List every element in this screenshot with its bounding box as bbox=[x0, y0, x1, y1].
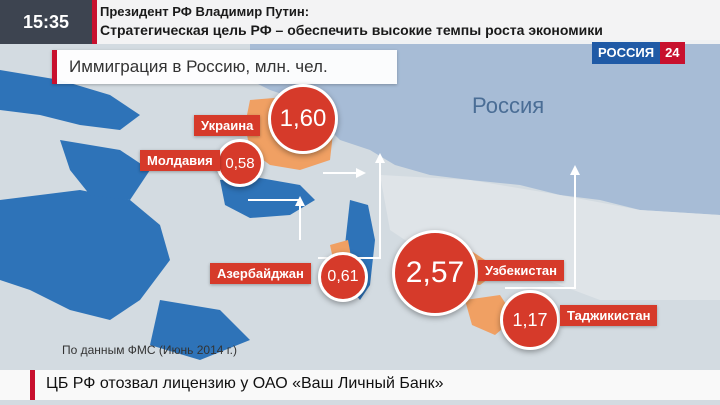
channel-logo: РОССИЯ 24 bbox=[592, 42, 685, 64]
channel-name: РОССИЯ bbox=[592, 42, 661, 64]
moldova-value: 0,58 bbox=[225, 154, 255, 172]
russia-map-label: Россия bbox=[472, 93, 545, 118]
tajikistan-value-bubble: 1,17 bbox=[500, 290, 560, 350]
ukraine-value: 1,60 bbox=[279, 105, 327, 132]
uzbekistan-value: 2,57 bbox=[405, 256, 465, 289]
ukraine-value-bubble: 1,60 bbox=[268, 84, 338, 154]
ukraine-label: Украина bbox=[194, 115, 261, 136]
infographic-title-box: Иммиграция в Россию, млн. чел. bbox=[52, 50, 397, 84]
azerbaijan-label: Азербайджан bbox=[210, 263, 311, 284]
azerbaijan-value: 0,61 bbox=[327, 268, 359, 285]
headline-quote: Стратегическая цель РФ – обеспечить высо… bbox=[100, 22, 603, 38]
tajikistan-label: Таджикистан bbox=[560, 305, 658, 326]
arrow-uzbekistan bbox=[505, 172, 576, 289]
black-sea bbox=[220, 178, 315, 218]
azerbaijan-value-bubble: 0,61 bbox=[318, 252, 368, 302]
headline-speaker: Президент РФ Владимир Путин: bbox=[100, 4, 310, 19]
infographic-title: Иммиграция в Россию, млн. чел. bbox=[69, 57, 328, 76]
ticker-text: ЦБ РФ отозвал лицензию у ОАО «Ваш Личный… bbox=[46, 375, 444, 392]
baltic-sea bbox=[0, 70, 140, 130]
data-source-note: По данным ФМС (Июнь 2014 г.) bbox=[62, 343, 237, 357]
uzbekistan-value-bubble: 2,57 bbox=[392, 230, 478, 316]
tajikistan-value: 1,17 bbox=[512, 309, 548, 330]
red-separator bbox=[92, 0, 97, 44]
channel-number: 24 bbox=[660, 42, 685, 64]
mediterranean-sea bbox=[0, 190, 170, 320]
ticker-red-mark bbox=[30, 370, 35, 400]
uzbekistan-label: Узбекистан bbox=[478, 260, 565, 281]
clock: 15:35 bbox=[0, 0, 92, 44]
moldova-label: Молдавия bbox=[140, 150, 220, 171]
top-news-strip: 15:35 Президент РФ Владимир Путин: Страт… bbox=[0, 0, 720, 44]
bottom-ticker: ЦБ РФ отозвал лицензию у ОАО «Ваш Личный… bbox=[0, 370, 720, 400]
moldova-value-bubble: 0,58 bbox=[216, 139, 264, 187]
